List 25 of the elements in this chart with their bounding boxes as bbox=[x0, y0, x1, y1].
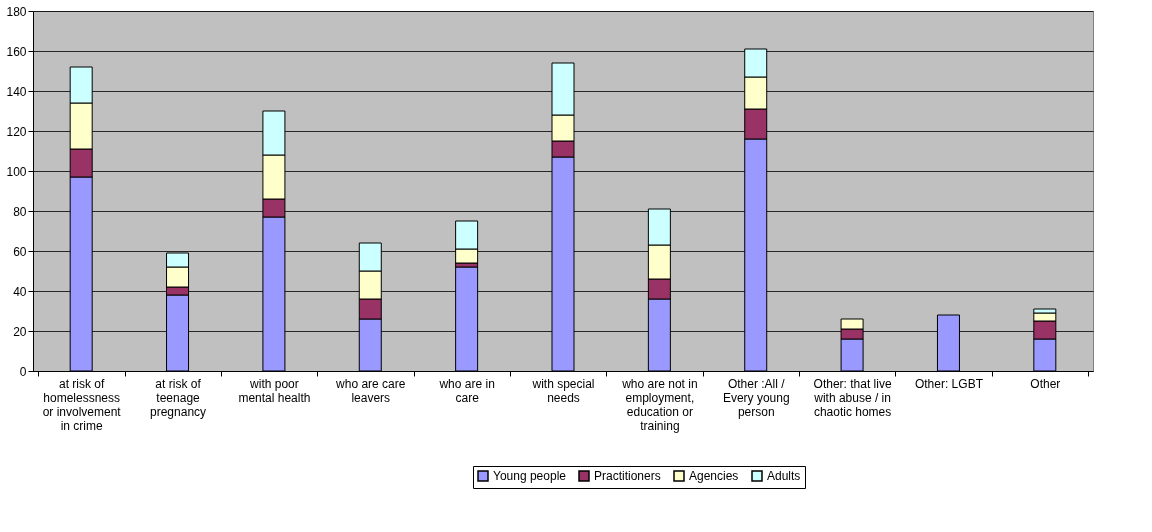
y-tick-label: 20 bbox=[13, 324, 27, 339]
legend-label: Agencies bbox=[689, 469, 739, 483]
y-tick-label: 180 bbox=[6, 4, 27, 19]
legend-label: Adults bbox=[767, 469, 801, 483]
x-tick-label: who are not in employment, education or training bbox=[621, 376, 698, 433]
x-tick-label: with poor mental health bbox=[238, 376, 311, 405]
y-tick-label: 0 bbox=[19, 364, 27, 379]
x-tick-label: Other: LGBT bbox=[914, 376, 984, 391]
y-tick-label: 160 bbox=[6, 44, 27, 59]
y-tick-label: 60 bbox=[13, 244, 27, 259]
x-tick-label: at risk of homelessness or involvement in crime bbox=[42, 376, 122, 433]
x-tick-label: Other: that live with abuse / in chaotic homes bbox=[813, 376, 892, 419]
x-tick-label: with special needs bbox=[531, 376, 595, 405]
x-tick-label: who are care leavers bbox=[335, 376, 406, 405]
y-tick-label: 100 bbox=[6, 164, 27, 179]
x-tick-label: Other bbox=[1030, 376, 1061, 391]
legend-label: Young people bbox=[493, 469, 567, 483]
y-tick-label: 40 bbox=[13, 284, 27, 299]
x-tick-label: Other :All / Every young person bbox=[722, 376, 790, 419]
x-tick-label: who are in care bbox=[438, 376, 495, 405]
y-tick-label: 140 bbox=[6, 84, 27, 99]
legend-label: Practitioners bbox=[594, 469, 661, 483]
y-tick-label: 80 bbox=[13, 204, 27, 219]
y-tick-label: 120 bbox=[6, 124, 27, 139]
x-tick-label: at risk of teenage pregnancy bbox=[150, 376, 207, 419]
